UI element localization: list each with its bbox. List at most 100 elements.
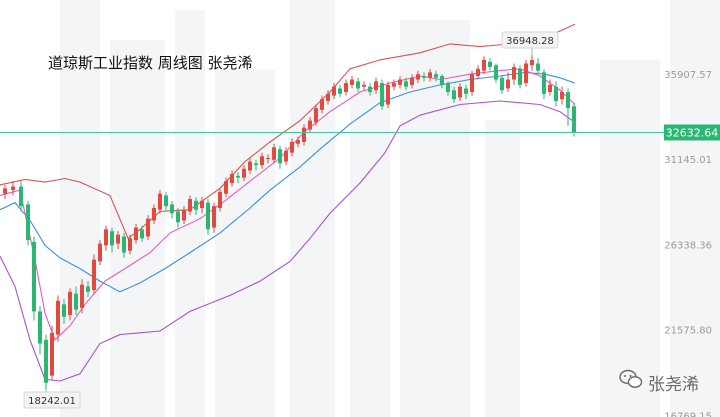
y-tick-label: 26338.36 [664, 241, 712, 252]
candle [560, 86, 564, 105]
candle [440, 74, 444, 89]
fast-ma-line [0, 68, 576, 341]
candle [554, 81, 558, 107]
candle [146, 215, 150, 241]
candle [194, 197, 198, 216]
candle [344, 79, 348, 96]
candle-body [68, 291, 72, 315]
candle [536, 58, 540, 75]
candle-body [152, 207, 156, 221]
candle [3, 184, 7, 200]
candle-body [380, 83, 384, 107]
candle-body [494, 65, 498, 80]
candle [398, 75, 402, 89]
candle-body [92, 259, 96, 291]
candlestick-series [3, 55, 576, 390]
candle [248, 158, 252, 175]
candle [200, 197, 204, 214]
candle-body [566, 92, 570, 109]
candle [206, 199, 210, 235]
candle-body [332, 86, 336, 96]
candle [110, 227, 114, 253]
candle [104, 225, 108, 251]
candle [254, 159, 258, 171]
candle-body [110, 231, 114, 246]
candle [476, 65, 480, 80]
candle-body [218, 191, 222, 208]
candle-body [362, 84, 366, 87]
candle-body [62, 304, 66, 317]
candle-body [230, 174, 234, 183]
callout-box [501, 31, 559, 49]
extreme-markers: 36948.28 18242.01 [23, 31, 559, 409]
candle-body [560, 92, 564, 100]
candle-body [356, 81, 360, 89]
candle [50, 325, 54, 380]
candle-body [314, 108, 318, 123]
callout-box [23, 391, 81, 409]
candle [38, 306, 42, 355]
candle-body [32, 241, 36, 312]
candle [278, 145, 282, 169]
current-price-marker: 32632.64 [0, 124, 720, 141]
candle [470, 70, 474, 96]
candle-body [350, 79, 354, 85]
candle [218, 188, 222, 212]
candle-body [128, 238, 132, 251]
candle-body [182, 209, 186, 221]
candle [152, 204, 156, 225]
candle [92, 254, 96, 294]
candle [386, 81, 390, 109]
y-tick-label: 16769.15 [664, 411, 712, 417]
candle [182, 206, 186, 225]
candle-body [470, 74, 474, 93]
watermark-text: 张尧浠 [648, 375, 699, 395]
candle-body [224, 181, 228, 194]
candle-body [410, 77, 414, 85]
candle-body [488, 61, 492, 68]
candle [356, 77, 360, 93]
candle-body [200, 200, 204, 208]
candle [86, 281, 90, 298]
candle [392, 79, 396, 91]
candle-body [530, 59, 534, 66]
candle-body [194, 200, 198, 210]
candle-body [500, 77, 504, 91]
candle [542, 68, 546, 100]
current-price-label: 32632.64 [666, 126, 719, 139]
candle-body [440, 75, 444, 85]
y-tick-label: 21575.80 [664, 326, 712, 337]
candle [19, 181, 23, 212]
candle [32, 236, 36, 321]
candle-body [374, 81, 378, 91]
candle [500, 75, 504, 94]
candle-body [254, 163, 258, 166]
candle-body [38, 311, 42, 344]
watermark: 张尧浠 [619, 369, 699, 395]
candle-body [146, 218, 150, 237]
candle [428, 68, 432, 82]
candle-body [170, 204, 174, 214]
candle-body [572, 106, 576, 133]
candle-body [134, 227, 138, 241]
candle-body [518, 68, 522, 85]
candle [416, 70, 420, 84]
candle [236, 172, 240, 183]
candle [98, 240, 102, 266]
candle [188, 195, 192, 216]
candle [134, 224, 138, 244]
candle-body [260, 156, 264, 166]
candle-body [296, 140, 300, 144]
candle-body [302, 127, 306, 142]
candle-body [512, 67, 516, 80]
candle-body [236, 175, 240, 178]
candle-body [290, 141, 294, 153]
candle-body [242, 168, 246, 178]
candle-body [326, 93, 330, 101]
candle [410, 74, 414, 89]
candle-body [464, 88, 468, 94]
candle-body [56, 300, 60, 335]
candle [350, 75, 354, 89]
candle [272, 143, 276, 164]
